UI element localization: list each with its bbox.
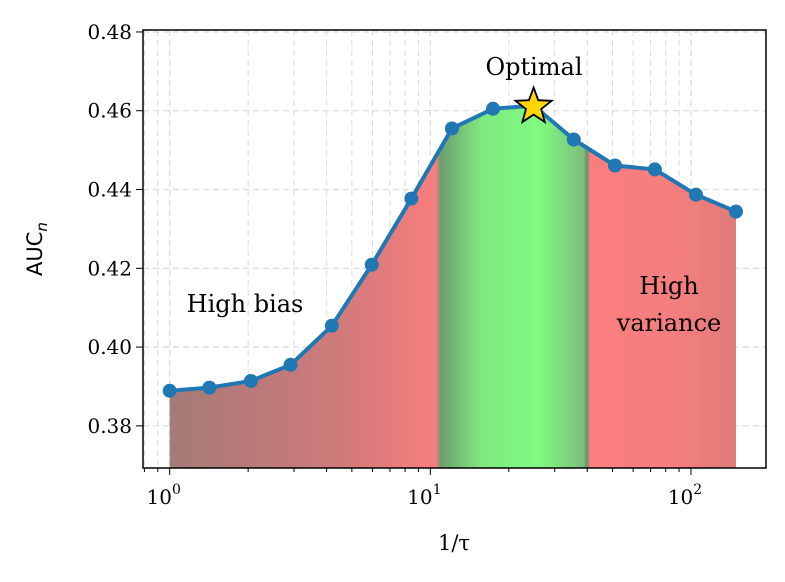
x-tick-label: 100 — [146, 482, 180, 509]
x-tick-label: 102 — [668, 482, 702, 509]
data-point — [243, 373, 258, 388]
data-point — [283, 357, 298, 372]
annotation-high-variance-line2: variance — [616, 309, 721, 337]
data-point — [162, 383, 177, 398]
x-tick-label: 101 — [407, 482, 441, 509]
y-axis-label: AUCn — [23, 222, 51, 276]
annotation-high-bias: High bias — [187, 290, 304, 318]
data-point — [728, 204, 743, 219]
data-point — [647, 162, 662, 177]
data-point — [486, 101, 501, 116]
annotation-optimal: Optimal — [485, 53, 582, 81]
y-tick-label: 0.48 — [87, 20, 132, 44]
data-point — [324, 318, 339, 333]
y-tick-label: 0.38 — [87, 414, 132, 438]
data-point — [202, 380, 217, 395]
y-tick-label: 0.42 — [87, 256, 132, 280]
data-point — [444, 121, 459, 136]
y-tick-label: 0.40 — [87, 335, 132, 359]
y-axis-label-subscript: n — [33, 222, 51, 232]
data-point — [688, 187, 703, 202]
annotation-high-variance-line1: High — [639, 272, 698, 300]
area-fill — [169, 105, 736, 468]
data-point — [566, 132, 581, 147]
x-axis-label: 1/τ — [438, 531, 470, 555]
data-point — [607, 158, 622, 173]
data-point — [404, 191, 419, 206]
y-tick-label: 0.46 — [87, 99, 132, 123]
optimal-star-marker — [513, 85, 555, 125]
plot-frame — [142, 29, 767, 469]
data-point — [364, 257, 379, 272]
y-axis-label-main: AUC — [23, 232, 47, 276]
y-tick-label: 0.44 — [87, 178, 132, 202]
